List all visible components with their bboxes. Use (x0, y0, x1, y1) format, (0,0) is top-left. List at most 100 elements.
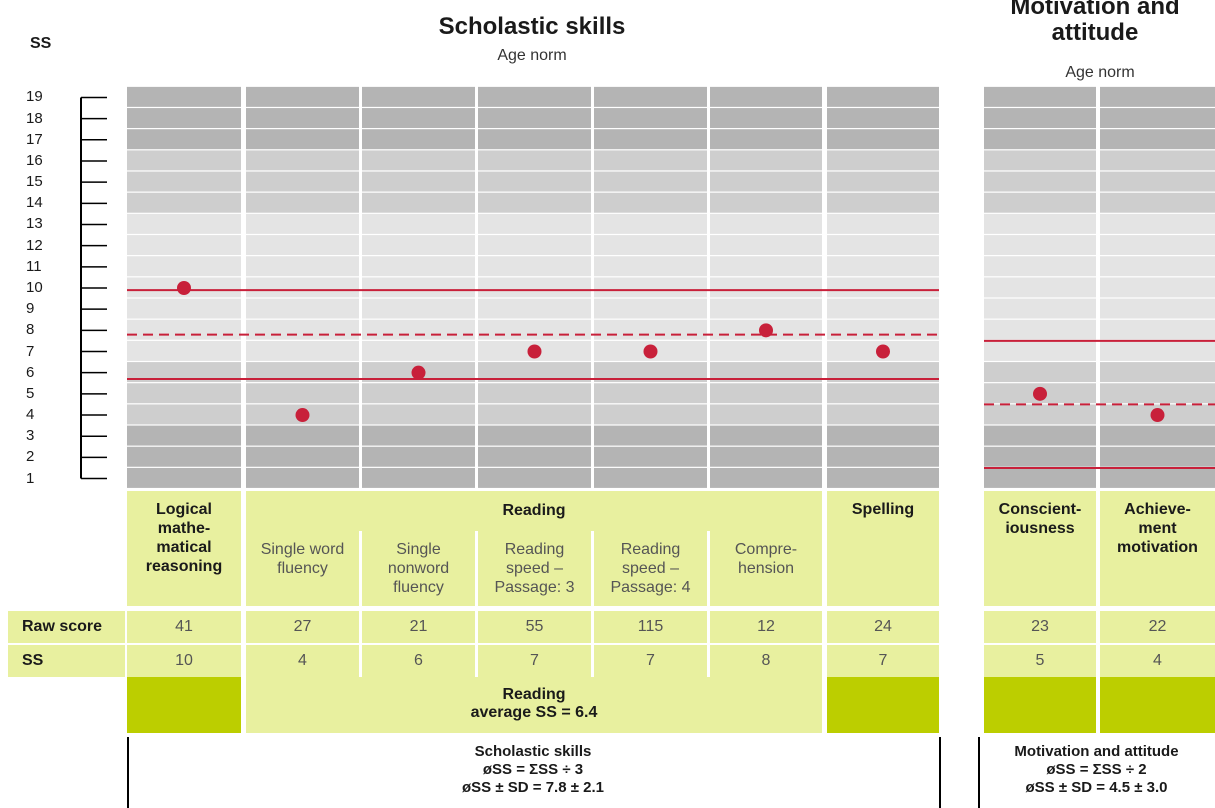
y-tick-label-9: 9 (26, 300, 35, 318)
y-tick-label-14: 14 (26, 194, 43, 212)
band-4-12 (594, 235, 707, 256)
band-3-19 (478, 86, 591, 107)
band-2-13 (362, 213, 475, 234)
achievement-average-block (1100, 677, 1215, 733)
band-7-10 (984, 277, 1096, 298)
raw-score-9: 22 (1100, 611, 1215, 643)
spelling-average-block (827, 677, 939, 733)
band-0-12 (127, 235, 241, 256)
y-tick-label-3: 3 (26, 427, 35, 445)
y-tick-label-10: 10 (26, 279, 43, 296)
band-3-1 (478, 467, 591, 488)
band-8-10 (1100, 277, 1215, 298)
band-0-2 (127, 446, 241, 467)
y-tick-label-1: 1 (26, 469, 35, 487)
y-tick-label-5: 5 (26, 384, 35, 402)
band-8-11 (1100, 256, 1215, 277)
band-7-8 (984, 319, 1096, 340)
scholastic-title: Scholastic skills (438, 13, 626, 40)
band-7-1 (984, 467, 1096, 488)
column-header-title-1: Logical mathe-matical reasoning (145, 501, 223, 575)
band-7-4 (984, 404, 1096, 425)
band-1-16 (246, 150, 359, 171)
band-6-19 (827, 86, 939, 107)
motivation-footer-bracket (978, 737, 1215, 808)
band-7-9 (984, 298, 1096, 319)
column-header-1: Logical mathe-matical reasoning (127, 491, 241, 606)
band-3-9 (478, 298, 591, 319)
data-point-4 (527, 344, 542, 359)
band-7-16 (984, 150, 1096, 171)
band-4-19 (594, 86, 707, 107)
band-5-18 (710, 108, 822, 129)
band-4-16 (594, 150, 707, 171)
band-5-1 (710, 467, 822, 488)
band-6-9 (827, 298, 939, 319)
reading-group-header: Reading (246, 491, 822, 531)
band-1-10 (246, 277, 359, 298)
band-5-19 (710, 86, 822, 107)
y-tick-label-19: 19 (26, 88, 43, 106)
band-6-10 (827, 277, 939, 298)
band-3-14 (478, 192, 591, 213)
band-8-8 (1100, 319, 1215, 340)
ss-value-1: 10 (127, 645, 241, 677)
band-6-8 (827, 319, 939, 340)
band-4-13 (594, 213, 707, 234)
band-5-6 (710, 362, 822, 383)
band-8-19 (1100, 86, 1215, 107)
band-6-2 (827, 446, 939, 467)
band-8-3 (1100, 425, 1215, 446)
band-4-1 (594, 467, 707, 488)
band-3-15 (478, 171, 591, 192)
band-4-18 (594, 108, 707, 129)
band-8-1 (1100, 467, 1215, 488)
band-6-17 (827, 129, 939, 150)
y-tick-label-2: 2 (26, 448, 35, 466)
band-5-4 (710, 404, 822, 425)
raw-score-label: Raw score (8, 611, 125, 643)
band-4-10 (594, 277, 707, 298)
data-point-2 (295, 408, 310, 423)
column-header-2: Single word fluency (246, 531, 359, 606)
band-4-2 (594, 446, 707, 467)
band-2-7 (362, 340, 475, 361)
band-7-2 (984, 446, 1096, 467)
y-tick-label-6: 6 (26, 363, 35, 381)
raw-score-2: 27 (246, 611, 359, 643)
column-header-subtitle-5: Reading speed – Passage: 4 (610, 541, 691, 596)
band-8-7 (1100, 340, 1215, 361)
band-2-2 (362, 446, 475, 467)
logic-average-block (127, 677, 241, 733)
column-header-title-8: Conscient-iousness (998, 501, 1082, 537)
column-header-subtitle-6: Compre-hension (734, 541, 798, 577)
band-8-13 (1100, 213, 1215, 234)
band-5-3 (710, 425, 822, 446)
band-5-14 (710, 192, 822, 213)
band-0-18 (127, 108, 241, 129)
band-4-5 (594, 383, 707, 404)
scholastic-subtitle: Age norm (497, 47, 567, 64)
reading-average-line1: Reading (502, 686, 566, 703)
band-6-13 (827, 213, 939, 234)
band-2-14 (362, 192, 475, 213)
y-tick-label-17: 17 (26, 130, 43, 148)
y-tick-label-16: 16 (26, 151, 43, 169)
band-6-15 (827, 171, 939, 192)
band-5-13 (710, 213, 822, 234)
band-7-7 (984, 340, 1096, 361)
band-5-11 (710, 256, 822, 277)
band-8-16 (1100, 150, 1215, 171)
band-2-3 (362, 425, 475, 446)
band-8-15 (1100, 171, 1215, 192)
band-4-3 (594, 425, 707, 446)
band-0-17 (127, 129, 241, 150)
band-3-5 (478, 383, 591, 404)
y-tick-label-18: 18 (26, 109, 43, 127)
band-4-9 (594, 298, 707, 319)
raw-score-3: 21 (362, 611, 475, 643)
motivation-footer: Motivation and attitude øSS = ΣSS ÷ 2 øS… (978, 743, 1215, 797)
band-0-7 (127, 340, 241, 361)
column-header-subtitle-2: Single word fluency (260, 541, 345, 577)
motivation-footer-formula: øSS = ΣSS ÷ 2 (1046, 761, 1147, 778)
